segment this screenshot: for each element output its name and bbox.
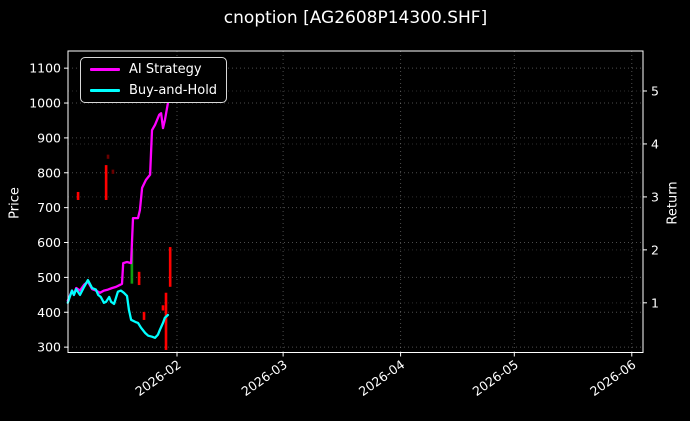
date-tick-label: 2026-06 <box>587 357 638 399</box>
price-tick-label: 500 <box>37 270 61 285</box>
chart-title: cnoption [AG2608P14300.SHF] <box>223 8 488 28</box>
price-tick-label: 1000 <box>29 96 61 111</box>
price-tick-label: 900 <box>37 130 61 145</box>
return-tick-label: 3 <box>651 189 659 204</box>
legend-item-ai-strategy: AI Strategy <box>90 62 226 77</box>
return-tick-label: 2 <box>651 242 659 257</box>
price-tick-label: 800 <box>37 165 61 180</box>
legend: AI Strategy Buy-and-Hold <box>80 57 227 103</box>
price-tick-label: 300 <box>37 340 61 355</box>
date-tick-label: 2026-04 <box>356 357 407 399</box>
return-tick-label: 5 <box>651 83 659 98</box>
legend-item-buy-and-hold: Buy-and-Hold <box>90 83 226 98</box>
legend-label: Buy-and-Hold <box>129 83 218 98</box>
return-tick-label: 4 <box>651 136 659 151</box>
date-tick-label: 2026-03 <box>238 357 289 399</box>
axes-spines <box>67 50 644 353</box>
date-tick-label: 2026-05 <box>470 357 521 399</box>
buy-and-hold-line <box>66 278 170 339</box>
legend-label: AI Strategy <box>129 62 202 77</box>
ai-strategy-line-swatch <box>90 68 120 71</box>
price-tick-label: 600 <box>37 235 61 250</box>
ai-strategy-line <box>66 102 170 302</box>
price-tick-label: 1100 <box>29 61 61 76</box>
date-tick-label: 2026-02 <box>132 357 183 399</box>
return-tick-label: 1 <box>651 295 659 310</box>
price-tick-label: 700 <box>37 200 61 215</box>
buy-and-hold-line-swatch <box>90 89 120 92</box>
price-tick-label: 400 <box>37 305 61 320</box>
